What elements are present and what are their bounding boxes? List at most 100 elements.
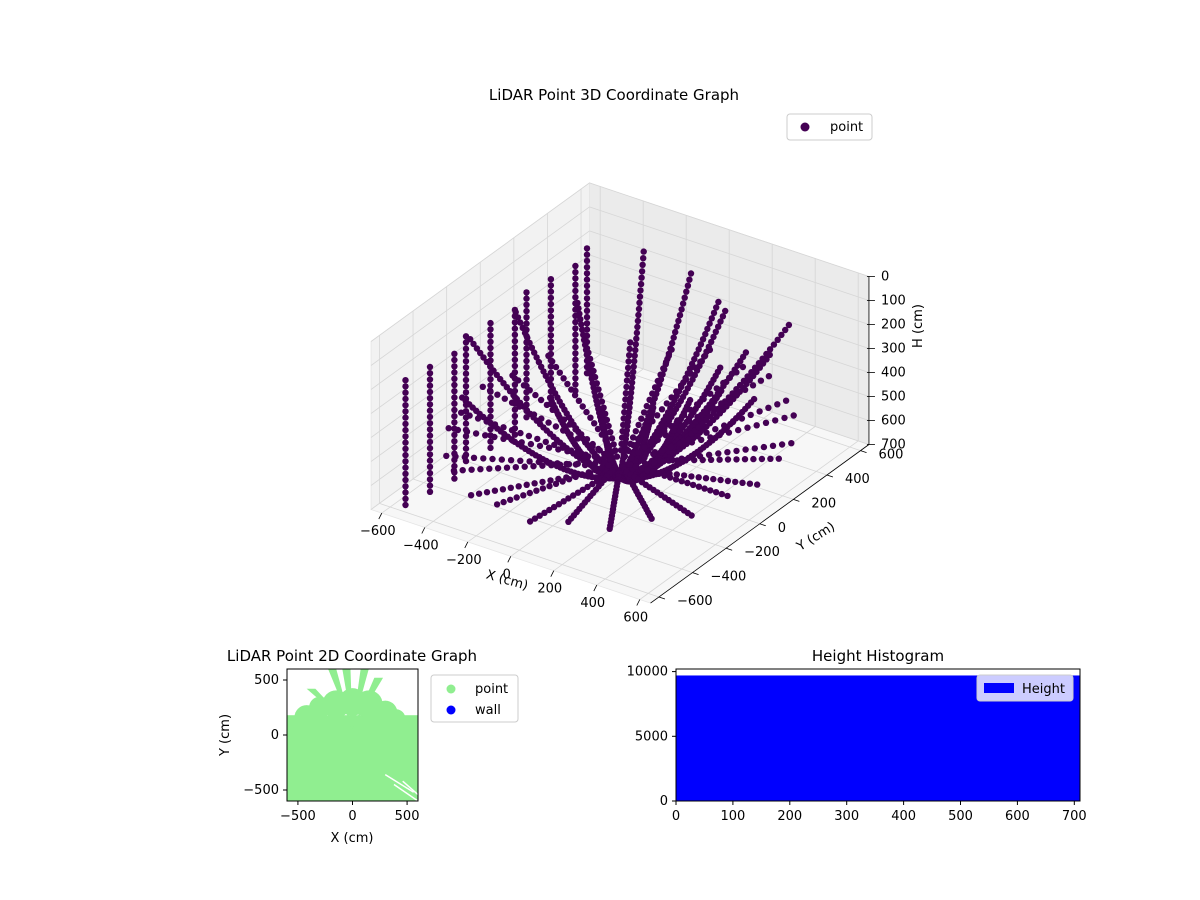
- grid-floor-x: [639, 440, 859, 600]
- lidar-point: [591, 373, 599, 381]
- chart-2d-ylabel: Y (cm): [218, 714, 233, 757]
- lidar-point: [513, 494, 520, 501]
- lidar-point: [726, 395, 733, 403]
- lidar-point: [547, 325, 555, 333]
- lidar-point: [649, 468, 657, 476]
- lidar-point: [565, 495, 572, 502]
- lidar-point: [523, 414, 530, 421]
- lidar-point: [606, 525, 613, 532]
- lidar-point: [589, 480, 596, 488]
- lidar-point: [462, 445, 470, 452]
- lidar-point: [679, 300, 687, 307]
- lidar-point: [572, 312, 579, 320]
- lidar-point: [462, 426, 470, 434]
- lidar-point: [547, 300, 555, 308]
- lidar-point: [575, 397, 583, 404]
- lidar-point: [547, 363, 555, 370]
- lidar-point: [426, 476, 434, 483]
- grid-left-z: [370, 230, 590, 390]
- histogram-axes: 0 100 200 300 400 500 600 700 0 5000 10000: [627, 665, 1087, 824]
- lidar-point: [583, 363, 591, 371]
- lidar-point: [678, 422, 685, 430]
- lidar-point: [639, 429, 646, 437]
- lidar-point: [570, 492, 577, 499]
- lidar-point: [708, 315, 715, 322]
- lidar-point: [583, 326, 591, 333]
- lidar-point: [755, 360, 763, 367]
- lidar-point: [627, 394, 634, 401]
- lidar-point: [718, 490, 725, 498]
- lidar-point: [583, 257, 591, 265]
- x-tick-label-hist: 700: [1062, 809, 1087, 824]
- grid-floor-x: [596, 426, 816, 586]
- x-tick-label-2d: −500: [280, 809, 316, 824]
- lidar-point: [523, 357, 530, 365]
- lidar-point: [573, 449, 580, 457]
- lidar-point: [555, 501, 563, 508]
- lidar-point: [583, 251, 591, 258]
- lidar-point: [704, 325, 711, 333]
- lidar-point: [503, 464, 511, 471]
- y-tick-label-2d: 500: [254, 673, 279, 688]
- lidar-point: [523, 389, 530, 396]
- lidar-point: [687, 454, 695, 461]
- lidar-point: [661, 472, 668, 479]
- y-axis-line: [650, 444, 870, 604]
- lidar-point: [572, 381, 579, 388]
- lidar-point: [662, 359, 670, 366]
- lidar-point: [676, 312, 684, 319]
- lidar-point: [572, 294, 579, 301]
- lidar-point: [572, 300, 579, 307]
- lidar-point: [549, 406, 556, 413]
- lidar-point: [688, 512, 695, 519]
- lidar-point: [722, 307, 729, 315]
- lidar-point: [426, 438, 434, 446]
- lidar-point: [511, 394, 519, 401]
- lidar-point: [637, 280, 645, 288]
- lidar-point: [499, 486, 507, 493]
- x-tick: [507, 556, 512, 563]
- lidar-point: [674, 417, 681, 424]
- x-tick-label: −400: [403, 539, 439, 554]
- lidar-point: [749, 382, 757, 389]
- lidar-point: [511, 331, 519, 338]
- lidar-point: [515, 483, 522, 490]
- lidar-point: [710, 475, 717, 483]
- lidar-point: [688, 473, 695, 480]
- lidar-point: [628, 379, 636, 386]
- lidar-point: [511, 306, 519, 314]
- lidar-point: [762, 419, 770, 426]
- lidar-point: [613, 453, 621, 460]
- lidar-point: [617, 447, 625, 454]
- lidar-point: [583, 301, 591, 308]
- lidar-point: [750, 455, 757, 463]
- grid-back-z: [589, 254, 870, 349]
- lidar-point: [583, 332, 591, 339]
- lidar-point: [475, 490, 483, 497]
- lidar-point: [626, 461, 634, 468]
- lidar-point: [511, 387, 519, 395]
- lidar-point: [598, 431, 605, 438]
- lidar-point: [402, 408, 409, 415]
- lidar-point: [426, 363, 434, 371]
- lidar-point: [547, 400, 555, 408]
- chart-3d: LiDAR Point 3D Coordinate Graph 0 100 200 3…: [360, 86, 926, 626]
- lidar-point: [618, 440, 625, 448]
- z-tick-label: 600: [881, 414, 906, 429]
- lidar-point: [547, 319, 555, 326]
- x-tick: [593, 584, 598, 592]
- x-tick-label-hist: 300: [834, 809, 859, 824]
- lidar-point: [536, 442, 544, 450]
- lidar-point: [724, 492, 731, 500]
- lidar-point: [770, 341, 778, 348]
- lidar-point: [555, 446, 562, 453]
- lidar-point: [622, 390, 630, 397]
- lidar-point: [517, 457, 524, 464]
- lidar-point: [572, 337, 579, 344]
- lidar-point: [511, 362, 519, 370]
- lidar-point: [572, 331, 579, 338]
- lidar-point: [651, 459, 658, 466]
- lidar-point: [477, 466, 484, 473]
- lidar-point: [548, 462, 555, 469]
- lidar-point: [547, 394, 555, 401]
